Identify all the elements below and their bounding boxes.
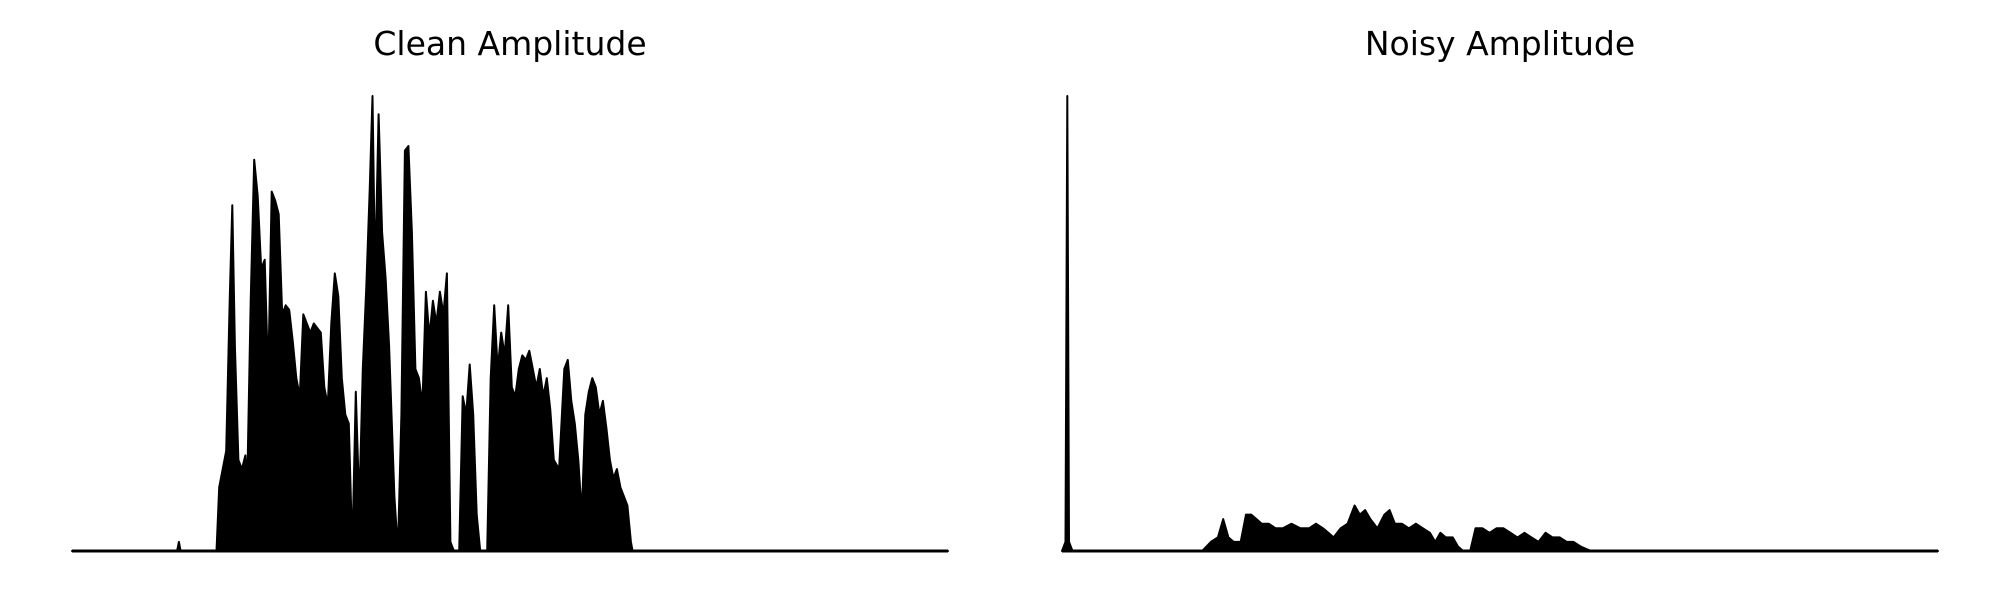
clean-amplitude-envelope: [71, 95, 949, 552]
clean-amplitude-title: Clean Amplitude: [373, 24, 647, 63]
noisy-amplitude-title: Noisy Amplitude: [1364, 24, 1636, 63]
noisy-amplitude-envelope: [1061, 95, 1939, 552]
